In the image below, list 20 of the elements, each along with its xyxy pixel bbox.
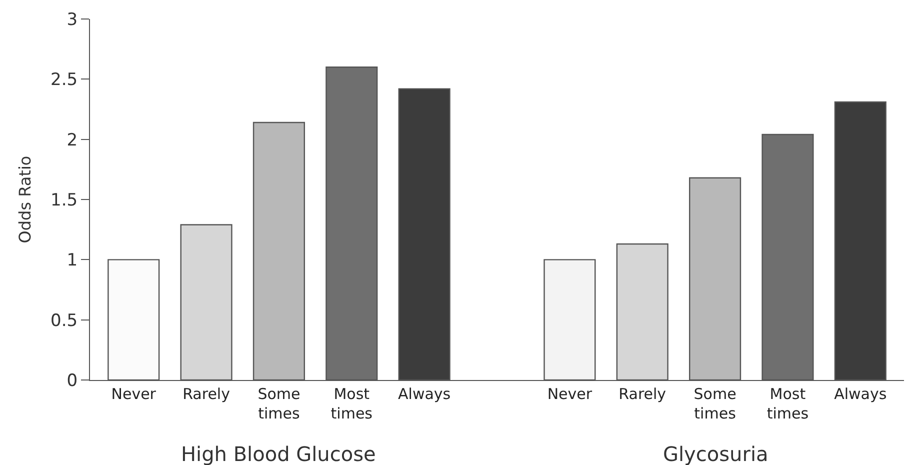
x-tick-label: Some times [258, 385, 300, 422]
x-tick-label: Most times [766, 385, 809, 422]
y-tick-label: 0 [66, 370, 78, 391]
y-tick-label: 3 [66, 10, 78, 30]
text: Glycosuria [663, 442, 768, 465]
y-tick-label: 1.5 [50, 190, 78, 210]
x-tick-label: Rarely [182, 385, 230, 403]
y-axis-title: Odds Ratio [15, 156, 34, 244]
x-tick-label: Never [547, 385, 593, 403]
x-tick-label: Never [111, 385, 157, 403]
x-tick-label: Some times [694, 385, 736, 422]
y-tick-label: 2.5 [50, 70, 78, 90]
x-tick-label: Most times [330, 385, 373, 422]
y-tick-label: 1 [66, 250, 78, 271]
x-tick-label: Always [834, 385, 887, 403]
x-tick-label: Always [398, 385, 451, 403]
text: High Blood Glucose [181, 442, 376, 465]
y-tick-label: 2 [66, 130, 78, 150]
x-tick-label: Rarely [618, 385, 666, 403]
y-tick-label: 0.5 [50, 310, 78, 331]
